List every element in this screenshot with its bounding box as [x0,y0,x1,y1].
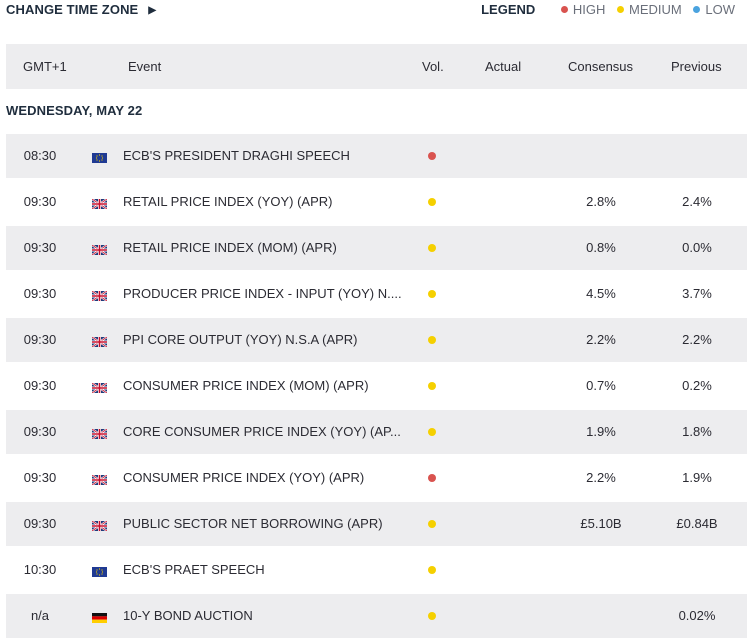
volatility-medium-dot-icon [428,612,436,620]
medium-dot-icon [617,6,625,13]
uk-flag-icon [91,243,108,256]
play-arrow-icon: ▶ [148,5,157,16]
row-time: 09:30 [23,332,57,347]
header-event: Event [128,59,162,74]
volatility-medium-dot-icon [428,428,436,436]
volatility-medium-dot-icon [428,244,436,252]
row-consensus: 2.2% [586,470,616,485]
legend-label-high: HIGH [572,2,606,17]
legend-item-low: LOW [693,2,735,17]
row-consensus: 1.9% [586,424,616,439]
toolbar: CHANGE TIME ZONE ▶ LEGEND HIGH MEDIUM LOW [0,0,747,22]
row-time: n/a [30,608,50,623]
row-time: 09:30 [23,286,57,301]
row-consensus: £5.10B [580,516,622,531]
row-consensus: 4.5% [586,286,616,301]
day-label: WEDNESDAY, MAY 22 [6,103,143,118]
uk-flag-icon [91,197,108,210]
table-row[interactable]: 09:30 PRODUCER PRICE INDEX - INPUT (YOY) … [6,272,747,316]
row-event[interactable]: RETAIL PRICE INDEX (MOM) (APR) [123,240,337,255]
row-time: 09:30 [23,194,57,209]
header-consensus: Consensus [568,59,634,74]
eu-flag-icon [92,565,107,577]
uk-flag-icon [91,519,108,532]
row-consensus: 2.8% [586,194,616,209]
legend-title: LEGEND [481,2,536,17]
row-event[interactable]: RETAIL PRICE INDEX (YOY) (APR) [123,194,333,209]
uk-flag-icon [91,335,108,348]
uk-flag-icon [91,473,108,486]
volatility-medium-dot-icon [428,198,436,206]
legend-label-low: LOW [705,2,735,17]
header-time[interactable]: GMT+1 [23,59,67,74]
volatility-medium-dot-icon [428,520,436,528]
row-previous: 1.9% [682,470,712,485]
row-event[interactable]: CONSUMER PRICE INDEX (YOY) (APR) [123,470,365,485]
row-consensus: 0.8% [586,240,616,255]
volatility-medium-dot-icon [428,382,436,390]
table-row[interactable]: 09:30 CORE CONSUMER PRICE INDEX (YOY) (AP… [6,410,747,454]
table-row[interactable]: 09:30 PPI CORE OUTPUT (YOY) N.S.A (APR) 2.… [6,318,747,362]
table-row[interactable]: 09:30 CONSUMER PRICE INDEX (MOM) (APR) 0.7… [6,364,747,408]
row-previous: 0.2% [682,378,712,393]
table-header: GMT+1 Event Vol. Actual Consensus Previo… [6,44,747,89]
row-previous: 0.0% [682,240,712,255]
legend-label-medium: MEDIUM [629,2,682,17]
volatility-high-dot-icon [428,152,436,160]
row-time: 09:30 [23,470,57,485]
table-row[interactable]: 10:30 ECB'S PRAET SPEECH [6,548,747,592]
row-time: 09:30 [23,240,57,255]
row-event[interactable]: ECB'S PRESIDENT DRAGHI SPEECH [123,148,350,163]
row-event[interactable]: CORE CONSUMER PRICE INDEX (YOY) (AP... [123,424,401,439]
row-previous: 3.7% [682,286,712,301]
row-event[interactable]: PPI CORE OUTPUT (YOY) N.S.A (APR) [123,332,358,347]
volatility-medium-dot-icon [428,566,436,574]
row-time: 09:30 [23,424,57,439]
high-dot-icon [560,6,568,13]
row-time: 09:30 [23,516,57,531]
row-event[interactable]: PUBLIC SECTOR NET BORROWING (APR) [123,516,383,531]
table-row[interactable]: 09:30 RETAIL PRICE INDEX (YOY) (APR) 2.8% 2… [6,180,747,224]
row-consensus: 0.7% [586,378,616,393]
eu-flag-icon [92,151,107,163]
uk-flag-icon [91,427,108,440]
row-time: 10:30 [23,562,57,577]
row-time: 08:30 [23,148,57,163]
header-actual: Actual [485,59,522,74]
uk-flag-icon [91,289,108,302]
row-event[interactable]: ECB'S PRAET SPEECH [123,562,265,577]
volatility-high-dot-icon [428,474,436,482]
row-event[interactable]: 10-Y BOND AUCTION [123,608,253,623]
uk-flag-icon [91,381,108,394]
table-row[interactable]: 09:30 CONSUMER PRICE INDEX (YOY) (APR) 2.2… [6,456,747,500]
row-previous: 1.8% [682,424,712,439]
low-dot-icon [693,6,701,13]
table-row[interactable]: n/a 10-Y BOND AUCTION 0.02% [6,594,747,638]
legend: LEGEND HIGH MEDIUM LOW [481,2,735,17]
germany-flag-icon [92,611,107,623]
table-row[interactable]: 09:30 RETAIL PRICE INDEX (MOM) (APR) 0.8% 0… [6,226,747,270]
row-previous: 2.2% [682,332,712,347]
header-previous: Previous [671,59,722,74]
change-time-zone-button[interactable]: CHANGE TIME ZONE ▶ [6,2,156,17]
header-vol: Vol. [422,59,444,74]
legend-item-high: HIGH [560,2,606,17]
row-time: 09:30 [23,378,57,393]
change-time-zone-label: CHANGE TIME ZONE [6,2,139,17]
volatility-medium-dot-icon [428,290,436,298]
row-previous: £0.84B [676,516,718,531]
table-row[interactable]: 08:30 ECB'S PRESIDENT DRAGHI SPEECH [6,134,747,178]
row-previous: 0.02% [678,608,716,623]
row-event[interactable]: CONSUMER PRICE INDEX (MOM) (APR) [123,378,369,393]
row-consensus: 2.2% [586,332,616,347]
row-event[interactable]: PRODUCER PRICE INDEX - INPUT (YOY) N.... [123,286,402,301]
table-row[interactable]: 09:30 PUBLIC SECTOR NET BORROWING (APR) £5… [6,502,747,546]
row-previous: 2.4% [682,194,712,209]
volatility-medium-dot-icon [428,336,436,344]
legend-item-medium: MEDIUM [617,2,682,17]
